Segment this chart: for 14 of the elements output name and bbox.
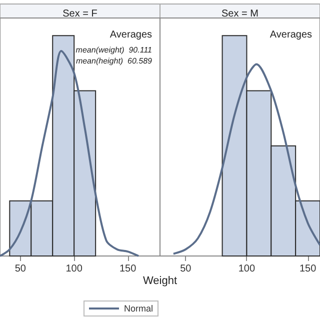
x-axis-title: Weight	[142, 275, 178, 287]
legend-label: Normal	[124, 304, 154, 314]
x-tick-label: 100	[238, 264, 256, 274]
x-tick-label: 50	[14, 264, 26, 274]
x-tick-label: 150	[299, 264, 317, 274]
annotation: Averages	[270, 30, 312, 40]
annotation: Averages	[110, 30, 152, 40]
annotation: mean(weight) 90.111	[76, 46, 152, 54]
x-tick-label: 50	[180, 264, 192, 274]
chart-title: Sex = F	[62, 8, 98, 20]
chart-title: Sex = M	[222, 8, 258, 20]
x-tick-label: 100	[66, 264, 83, 274]
x-tick-label: 150	[119, 264, 137, 274]
annotation: mean(height) 60.589	[76, 56, 153, 66]
